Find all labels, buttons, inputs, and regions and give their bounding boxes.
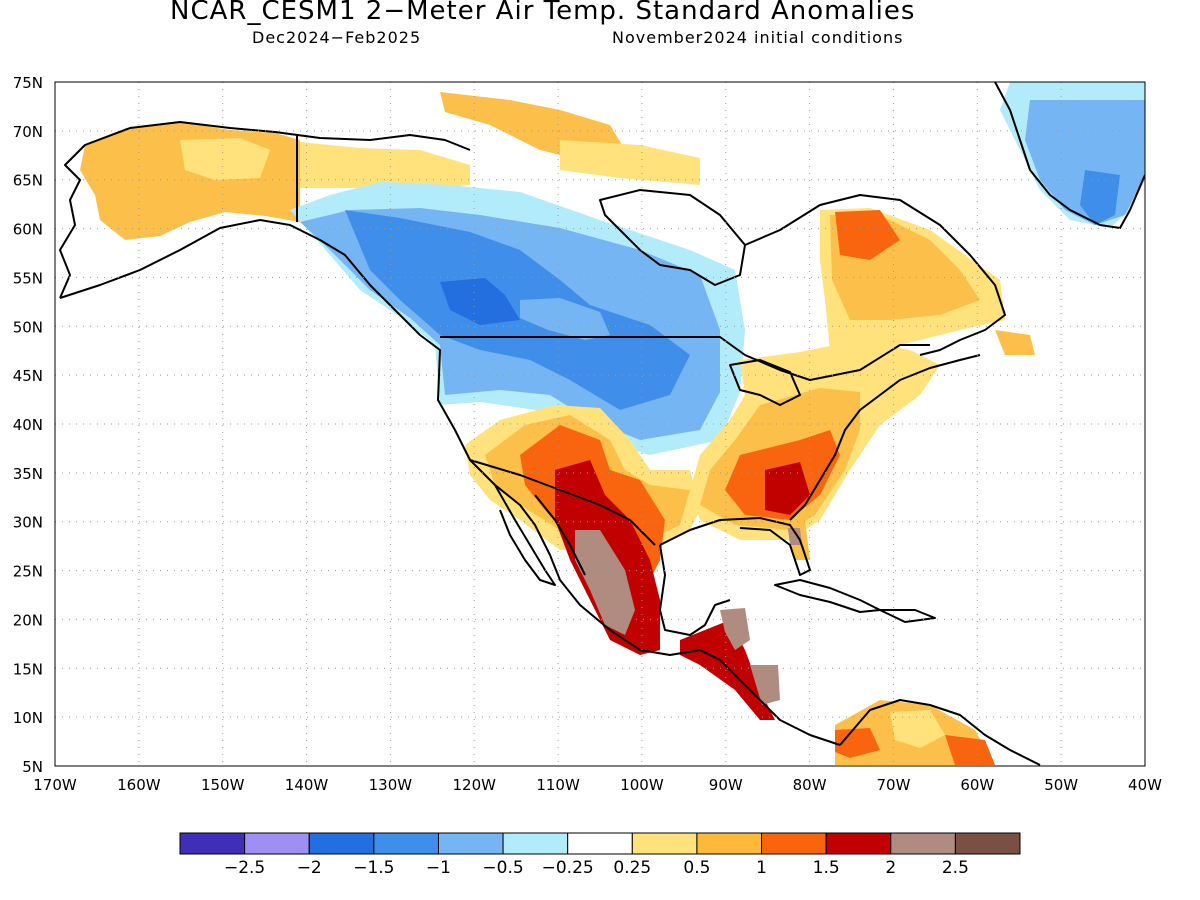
latitude-tick-label: 55N — [13, 269, 43, 287]
central-america-very-strong-warm — [680, 620, 775, 720]
colorbar-label: −2 — [297, 858, 322, 878]
anomaly-shading — [80, 82, 1145, 765]
colorbar-label: −1 — [426, 858, 451, 878]
colorbar-swatch — [437, 832, 504, 855]
central-america-extreme-warm — [720, 608, 750, 650]
title-block: NCAR_CESM1 2−Meter Air Temp. Standard An… — [0, 0, 1200, 50]
colorbar-label: 2 — [885, 858, 896, 878]
longitude-tick-label: 80W — [793, 776, 827, 794]
longitude-tick-label: 40W — [1128, 776, 1162, 794]
south-america-strong-warm-2 — [945, 735, 995, 765]
longitude-tick-label: 170W — [33, 776, 77, 794]
latitude-tick-label: 45N — [13, 367, 43, 385]
latitude-tick-label: 25N — [13, 563, 43, 581]
hispaniola — [879, 609, 936, 623]
greenland-coast — [994, 82, 1145, 229]
longitude-tick-label: 120W — [452, 776, 496, 794]
colorbar-swatch — [954, 832, 1021, 855]
latitude-tick-label: 5N — [22, 758, 43, 776]
central-america-extreme-warm-2 — [750, 665, 780, 705]
gulf-of-california — [534, 494, 586, 576]
colorbar-label: 0.5 — [683, 858, 710, 878]
longitude-tick-label: 160W — [117, 776, 161, 794]
map-plot-area — [55, 82, 1145, 766]
colorbar-swatch — [825, 832, 892, 855]
map-title: NCAR_CESM1 2−Meter Air Temp. Standard An… — [170, 0, 916, 26]
longitude-tick-label: 60W — [960, 776, 994, 794]
hudson-bay-coast — [599, 189, 746, 286]
colorbar-label: 1 — [756, 858, 767, 878]
longitude-tick-label: 150W — [201, 776, 245, 794]
latitude-tick-labels: 75N 70N 65N 60N 55N 50N 45N 40N 35N 30N 25N 20N 15N 1… — [13, 74, 43, 776]
colorbar-swatch — [567, 832, 633, 855]
baja-california — [494, 484, 556, 586]
colorbar-swatch — [373, 832, 439, 855]
colorbar-swatch — [631, 832, 698, 855]
longitude-tick-label: 100W — [620, 776, 664, 794]
latitude-tick-label: 60N — [13, 221, 43, 239]
latitude-tick-label: 30N — [13, 514, 43, 532]
florida-strong-warm — [788, 528, 802, 545]
arctic-weak-warm — [560, 140, 700, 185]
alaska-north-coast — [59, 121, 471, 299]
colorbar-swatch — [890, 832, 956, 855]
colorbar: −2.5 −2 −1.5 −1 −0.5 −0.25 0.25 0.5 1 1.5 2 2.5 — [179, 832, 1021, 878]
newfoundland-warm — [995, 330, 1035, 355]
colorbar-label: 1.5 — [813, 858, 840, 878]
latitude-tick-label: 75N — [13, 74, 43, 92]
latitude-tick-label: 20N — [13, 611, 43, 629]
longitude-tick-label: 110W — [536, 776, 580, 794]
us-canada-border — [440, 336, 930, 381]
yukon-weak-warm — [300, 142, 470, 190]
latitude-tick-label: 35N — [13, 465, 43, 483]
western-canada-strong-cold — [440, 278, 520, 325]
great-lakes — [729, 359, 801, 406]
greenland-moderate-cold — [1080, 170, 1120, 225]
colorbar-swatch — [696, 832, 763, 855]
colorbar-label: −1.5 — [353, 858, 394, 878]
colorbar-label: −0.25 — [542, 858, 594, 878]
longitude-tick-label: 130W — [369, 776, 413, 794]
colorbar-label: 0.25 — [613, 858, 651, 878]
colorbar-label: −2.5 — [224, 858, 265, 878]
georgia-very-strong-warm — [765, 462, 810, 515]
colorbar-swatch — [502, 832, 569, 855]
colorbar-label: −0.5 — [482, 858, 523, 878]
south-america-coast — [839, 699, 1041, 766]
longitude-tick-label: 90W — [709, 776, 743, 794]
longitude-tick-label: 70W — [877, 776, 911, 794]
colorbar-swatch — [761, 832, 827, 855]
longitude-tick-labels: 170W 160W 150W 140W 130W 120W 110W 100W 90W 80W 70… — [33, 776, 1162, 794]
south-america-strong-warm — [835, 728, 880, 758]
longitude-tick-label: 140W — [285, 776, 329, 794]
longitude-tick-label: 50W — [1044, 776, 1078, 794]
cuba — [774, 579, 881, 613]
latitude-tick-label: 15N — [13, 660, 43, 678]
latitude-tick-label: 10N — [13, 709, 43, 727]
colorbar-swatch — [308, 832, 375, 855]
colorbar-label: 2.5 — [942, 858, 969, 878]
colorbar-swatch — [244, 832, 310, 855]
initial-conditions-subtitle: November2024 initial conditions — [612, 28, 904, 47]
hudson-bay-cold-ring — [520, 298, 610, 340]
latitude-tick-label: 70N — [13, 123, 43, 141]
us-mexico-border — [469, 459, 656, 546]
quebec-strong-warm — [835, 210, 900, 260]
colorbar-swatch — [179, 832, 246, 855]
mexico-extreme-warm — [575, 530, 635, 635]
canada-moderate-cold — [345, 210, 690, 410]
latitude-tick-label: 40N — [13, 416, 43, 434]
latitude-tick-label: 65N — [13, 172, 43, 190]
season-subtitle: Dec2024−Feb2025 — [252, 28, 422, 47]
alaska-weak-warm — [180, 138, 270, 180]
map-frame — [54, 81, 1146, 767]
south-america-weak-warm — [890, 710, 945, 748]
latitude-tick-label: 50N — [13, 318, 43, 336]
labrador-coast — [744, 194, 1006, 356]
